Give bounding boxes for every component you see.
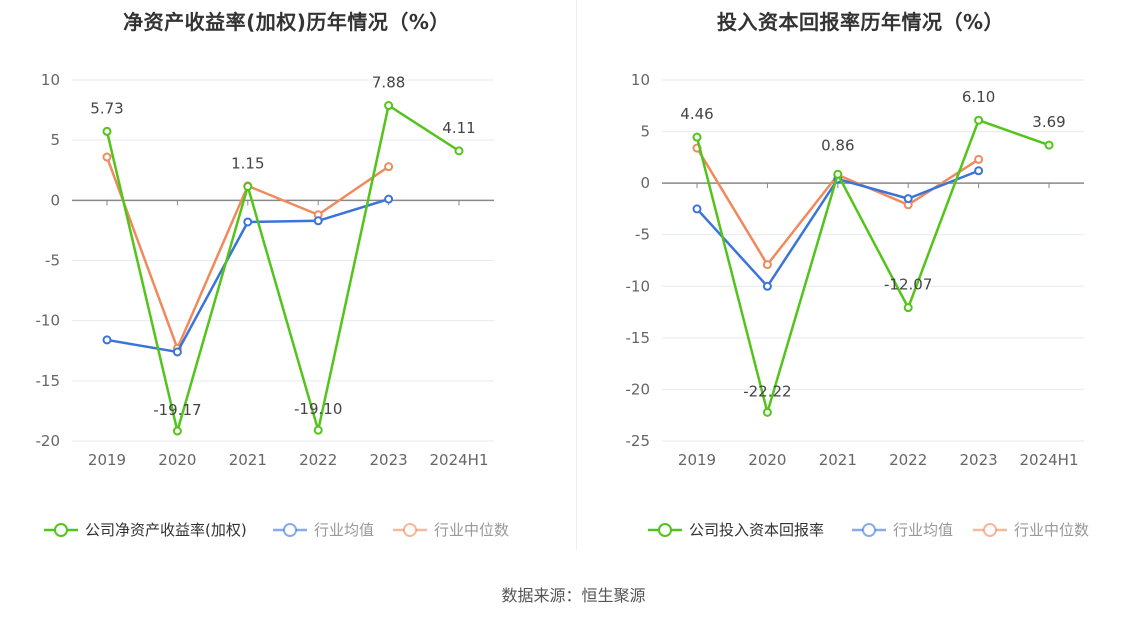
x-tick-label: 2022 (299, 451, 337, 469)
data-label: 1.15 (231, 154, 264, 172)
data-label: -22.22 (743, 382, 791, 400)
legend-label: 行业中位数 (1014, 521, 1089, 539)
y-tick-label: -20 (626, 380, 651, 398)
y-tick-label: -5 (45, 252, 60, 270)
data-label: -12.07 (884, 276, 932, 294)
y-tick-label: 5 (640, 123, 650, 141)
data-point (384, 194, 394, 204)
y-tick-label: -15 (626, 329, 651, 347)
y-tick-label: 5 (50, 131, 60, 149)
y-tick-label: -15 (36, 372, 61, 390)
data-point (692, 132, 702, 142)
data-point (974, 154, 984, 164)
x-tick-label: 2019 (88, 451, 126, 469)
data-label: 6.10 (962, 88, 995, 106)
series-line (695, 147, 980, 266)
y-tick-label: 10 (41, 71, 60, 89)
legend-marker (54, 523, 68, 537)
legend-label: 行业均值 (893, 521, 953, 539)
y-tick-label: -10 (36, 312, 61, 330)
data-point (243, 181, 253, 191)
legend-label: 公司净资产收益率(加权) (85, 521, 247, 539)
roic-chart: 10 5 0 -5 -10 -15 -20 -25 2019 2020 2021 2022 2023 20… (626, 71, 1090, 539)
x-tick-label: 2020 (748, 451, 786, 469)
x-tick-label: 2019 (678, 451, 716, 469)
x-tick-label: 2023 (370, 451, 408, 469)
chart-title: 投入资本回报率历年情况（%） (716, 10, 1005, 34)
chart-title: 净资产收益率(加权)历年情况（%） (123, 10, 450, 34)
legend-marker (862, 523, 876, 537)
data-label: -19.10 (294, 400, 342, 418)
data-source: 数据来源：恒生聚源 (501, 586, 646, 605)
roe-chart-panel: 净资产收益率(加权)历年情况（%） 10 5 0 -5 -10 -15 -20 2019 202… (0, 0, 573, 560)
data-point (102, 126, 112, 136)
data-point (762, 281, 772, 291)
data-point (833, 169, 843, 179)
series-line (695, 118, 1050, 414)
data-point (102, 335, 112, 345)
data-point (974, 115, 984, 125)
legend-label: 公司投入资本回报率 (689, 521, 824, 539)
y-tick-label: -25 (626, 432, 651, 450)
data-point (172, 347, 182, 357)
data-label: 4.11 (442, 119, 475, 137)
data-point (243, 217, 253, 227)
data-point (762, 260, 772, 270)
x-tick-label: 2021 (229, 451, 267, 469)
roic-chart-panel: 投入资本回报率历年情况（%） 10 5 0 -5 -10 -15 -20 -25 2019 202… (574, 0, 1147, 560)
y-tick-label: 10 (631, 71, 650, 89)
x-tick-label: 2020 (158, 451, 196, 469)
data-label: 4.46 (680, 105, 713, 123)
data-point (903, 303, 913, 313)
x-tick-label: 2024H1 (1020, 451, 1079, 469)
roe-chart: 10 5 0 -5 -10 -15 -20 2019 2020 2021 2022 2023 2024H… (36, 71, 510, 539)
data-label: 7.88 (372, 74, 405, 92)
legend-marker (283, 523, 297, 537)
y-tick-label: -5 (635, 226, 650, 244)
legend-marker (658, 523, 672, 537)
y-tick-label: -20 (36, 432, 61, 450)
data-label: 0.86 (821, 136, 854, 154)
data-label: 5.73 (90, 99, 123, 117)
y-tick-label: 0 (640, 174, 650, 192)
data-label: 3.69 (1032, 113, 1065, 131)
data-point (384, 101, 394, 111)
x-tick-label: 2023 (960, 451, 998, 469)
data-point (692, 204, 702, 214)
panel-divider (576, 0, 577, 550)
data-point (172, 426, 182, 436)
y-tick-label: -10 (626, 277, 651, 295)
legend-label: 行业中位数 (434, 521, 509, 539)
data-point (454, 146, 464, 156)
data-point (313, 425, 323, 435)
data-point (313, 216, 323, 226)
data-point (102, 152, 112, 162)
data-label: -19.17 (153, 401, 201, 419)
y-tick-label: 0 (50, 191, 60, 209)
data-point (384, 162, 394, 172)
legend-marker (403, 523, 417, 537)
data-point (974, 166, 984, 176)
data-point (1044, 140, 1054, 150)
legend-marker (983, 523, 997, 537)
data-point (762, 407, 772, 417)
x-tick-label: 2024H1 (430, 451, 489, 469)
x-tick-label: 2022 (889, 451, 927, 469)
series-line (105, 104, 460, 433)
data-point (903, 194, 913, 204)
legend-label: 行业均值 (314, 521, 374, 539)
x-tick-label: 2021 (819, 451, 857, 469)
